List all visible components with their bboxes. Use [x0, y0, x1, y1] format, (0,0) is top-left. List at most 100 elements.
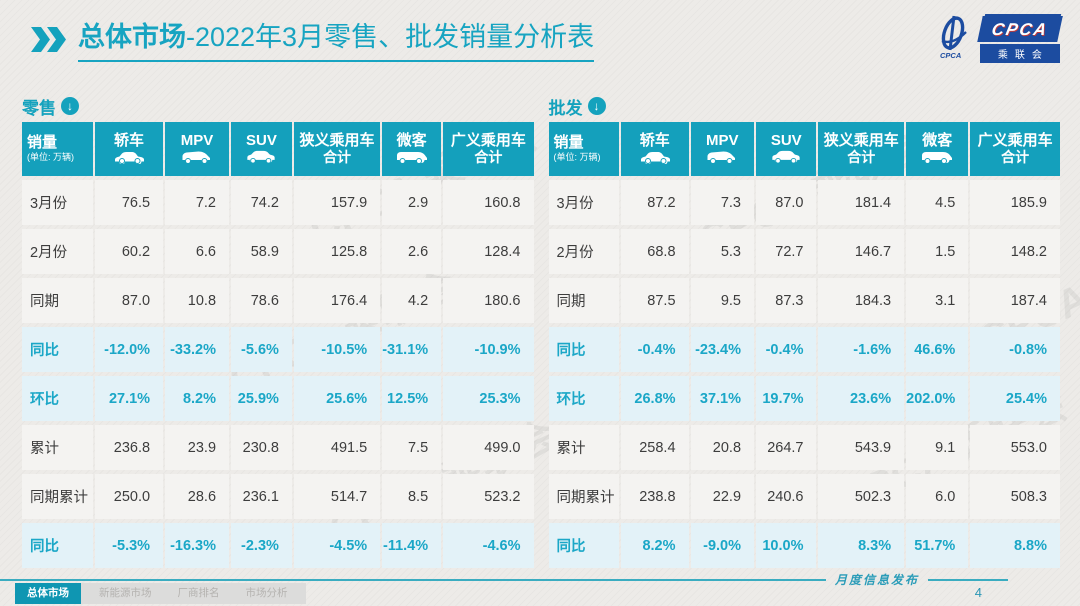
table-cell: -0.8%: [970, 327, 1060, 372]
table-cell: 146.7: [818, 229, 905, 274]
tabstrip: 新能源市场 厂商排名 市场分析: [81, 583, 306, 604]
table-cell: 68.8: [621, 229, 689, 274]
table-title: 批发: [548, 98, 583, 118]
table-cell: 157.9: [293, 180, 381, 225]
table-cell: 258.4: [621, 425, 689, 470]
table-cell: 508.3: [970, 474, 1060, 519]
table-cell: 176.4: [293, 278, 381, 323]
table-cell: 543.9: [818, 425, 905, 470]
mpv-icon: [705, 150, 739, 165]
table-cell: -10.9%: [443, 327, 534, 372]
sedan-icon: [638, 150, 672, 165]
table-cell: 8.2%: [165, 376, 230, 421]
row-label: 同期: [548, 278, 620, 323]
tab-market-analysis[interactable]: 市场分析: [245, 587, 288, 599]
table-cell: 125.8: [293, 229, 381, 274]
table-cell: 6.6: [165, 229, 230, 274]
table-cell: 128.4: [443, 229, 534, 274]
table-cell: -5.6%: [231, 327, 292, 372]
table-cell: -31.1%: [382, 327, 442, 372]
table-cell: 72.7: [756, 229, 817, 274]
row-label: 同期累计: [548, 474, 620, 519]
table-cell: -11.4%: [382, 523, 442, 568]
table-cell: -9.0%: [690, 523, 755, 568]
table-cell: 202.0%: [906, 376, 969, 421]
table-cell: 230.8: [231, 425, 292, 470]
table-cell: 25.9%: [231, 376, 292, 421]
table-cell: 9.1: [906, 425, 969, 470]
down-arrow-icon: ↓: [587, 97, 606, 115]
table-cell: 87.0: [756, 180, 817, 225]
column-header-narrow-total: 狭义乘用车 合计: [818, 122, 905, 176]
tab-manufacturer-ranking[interactable]: 厂商排名: [177, 587, 220, 599]
table-cell: 236.1: [231, 474, 292, 519]
table-cell: 2.9: [382, 180, 442, 225]
table-cell: 60.2: [95, 229, 164, 274]
cpca-logo-acronym: CPCA: [977, 16, 1063, 42]
bottom-tabbar: 总体市场 新能源市场 厂商排名 市场分析: [15, 583, 306, 604]
table-cell: 160.8: [443, 180, 534, 225]
table-cell: 236.8: [95, 425, 164, 470]
table-cell: 25.6%: [293, 376, 381, 421]
table-cell: -1.6%: [818, 327, 905, 372]
wholesale-caption: 批发 ↓: [549, 94, 1061, 118]
table-cell: 187.4: [970, 278, 1060, 323]
table-cell: 25.4%: [970, 376, 1060, 421]
table-cell: 240.6: [756, 474, 817, 519]
column-header-sedan: 轿车: [95, 122, 164, 176]
table-cell: 23.9: [165, 425, 230, 470]
table-cell: 20.8: [690, 425, 755, 470]
table-cell: 87.2: [621, 180, 689, 225]
table-cell: -16.3%: [165, 523, 230, 568]
table-cell: 8.8%: [970, 523, 1060, 568]
footer-note: 月度信息发布: [834, 573, 919, 587]
table-cell: 3.1: [906, 278, 969, 323]
column-header-microvan: 微客: [382, 122, 442, 176]
retail-table-section: 零售 ↓ 销量 (单位: 万辆) 轿车 MPV SUV 狭义乘用车 合计 微客 广义乘用车 合计 3…: [22, 94, 534, 568]
table-grid: 销量 (单位: 万辆) 轿车 MPV SUV 狭义乘用车 合计 微客 广义乘用车 合计 3月份 76.…: [22, 122, 534, 568]
table-cell: 37.1%: [690, 376, 755, 421]
row-label: 累计: [548, 425, 620, 470]
column-header-microvan: 微客: [906, 122, 969, 176]
table-cell: 10.8: [165, 278, 230, 323]
mpv-icon: [180, 150, 214, 165]
column-header-suv: SUV: [756, 122, 817, 176]
row-label: 3月份: [548, 180, 620, 225]
table-cell: 87.0: [95, 278, 164, 323]
tab-overall-market[interactable]: 总体市场: [15, 583, 81, 604]
suv-icon: [245, 150, 277, 165]
tab-nev-market[interactable]: 新能源市场: [99, 587, 152, 599]
table-cell: 491.5: [293, 425, 381, 470]
table-cell: 25.3%: [443, 376, 534, 421]
column-header-suv: SUV: [231, 122, 292, 176]
table-cell: 185.9: [970, 180, 1060, 225]
column-header-sales: 销量 (单位: 万辆): [22, 122, 94, 176]
sedan-icon: [112, 150, 146, 165]
table-cell: 76.5: [95, 180, 164, 225]
cpca-logo-name: 乘联会: [979, 44, 1060, 63]
table-cell: 7.2: [165, 180, 230, 225]
table-cell: 499.0: [443, 425, 534, 470]
tables-area: 零售 ↓ 销量 (单位: 万辆) 轿车 MPV SUV 狭义乘用车 合计 微客 广义乘用车 合计 3…: [22, 94, 1060, 568]
column-header-mpv: MPV: [690, 122, 755, 176]
column-header-sedan: 轿车: [621, 122, 689, 176]
column-header-narrow-total: 狭义乘用车 合计: [293, 122, 381, 176]
table-cell: 181.4: [818, 180, 905, 225]
column-header-sales: 销量 (单位: 万辆): [548, 122, 620, 176]
table-cell: 523.2: [443, 474, 534, 519]
table-cell: -10.5%: [293, 327, 381, 372]
table-cell: 5.3: [690, 229, 755, 274]
table-cell: 19.7%: [756, 376, 817, 421]
table-cell: 10.0%: [756, 523, 817, 568]
wholesale-table-section: 批发 ↓ 销量 (单位: 万辆) 轿车 MPV SUV 狭义乘用车 合计 微客 广义乘用车 合计 3…: [548, 94, 1061, 568]
divider-line: [0, 578, 826, 581]
row-label: 同比: [548, 523, 620, 568]
row-label: 同期累计: [22, 474, 94, 519]
footer-rule: 月度信息发布: [0, 571, 1080, 588]
double-chevron-icon: [30, 26, 68, 58]
microvan-icon: [395, 150, 429, 165]
table-cell: -0.4%: [756, 327, 817, 372]
suv-icon: [770, 150, 802, 165]
row-label: 2月份: [548, 229, 620, 274]
